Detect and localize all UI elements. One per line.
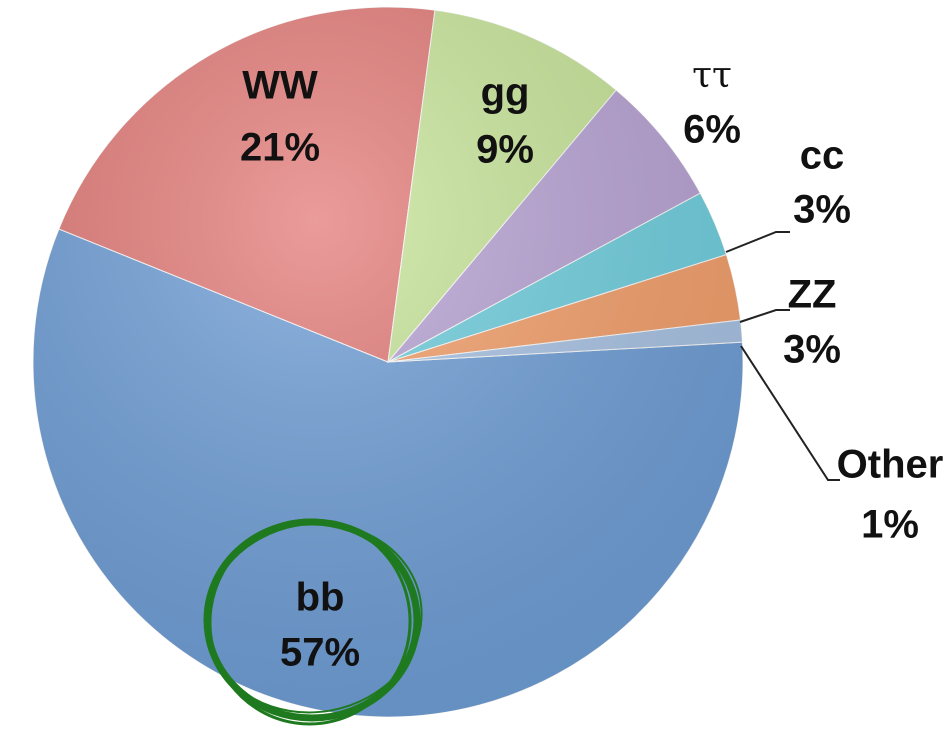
value-label: 57% [280,631,360,675]
slice-label: bb [296,576,345,620]
slice-label: cc [800,134,845,178]
slice-label: Other [837,443,944,487]
leader-line [740,310,790,322]
slice-label: ττ [692,55,732,96]
slice-label: WW [242,64,318,108]
value-label: 1% [861,503,919,547]
value-label: 3% [783,328,841,372]
value-label: 6% [683,108,741,152]
value-label: 3% [793,188,851,232]
value-label: 21% [240,126,320,170]
slice-label: ZZ [788,273,837,317]
leader-line [726,232,790,252]
slice-label: gg [481,71,530,115]
value-label: 9% [476,128,534,172]
chart: bb 57% WW 21% gg 9% ττ 6% cc 3% ZZ 3% Other 1% [0,0,949,732]
pie [33,7,743,717]
